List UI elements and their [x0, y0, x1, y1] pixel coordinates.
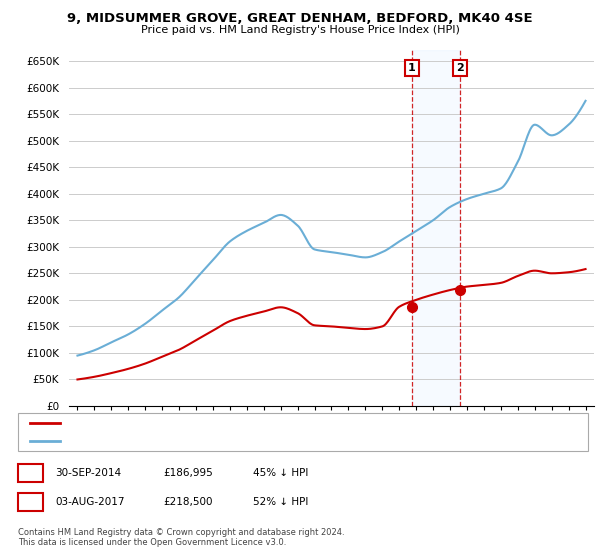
- Text: 9, MIDSUMMER GROVE, GREAT DENHAM, BEDFORD, MK40 4SE (detached house): 9, MIDSUMMER GROVE, GREAT DENHAM, BEDFOR…: [63, 419, 445, 428]
- Text: 2: 2: [456, 63, 464, 73]
- Text: 1: 1: [408, 63, 416, 73]
- Text: 45% ↓ HPI: 45% ↓ HPI: [253, 468, 308, 478]
- Text: 9, MIDSUMMER GROVE, GREAT DENHAM, BEDFORD, MK40 4SE: 9, MIDSUMMER GROVE, GREAT DENHAM, BEDFOR…: [67, 12, 533, 25]
- Text: 30-SEP-2014: 30-SEP-2014: [55, 468, 121, 478]
- Text: 2: 2: [27, 497, 34, 507]
- Text: £186,995: £186,995: [163, 468, 213, 478]
- Text: £218,500: £218,500: [163, 497, 213, 507]
- Text: 52% ↓ HPI: 52% ↓ HPI: [253, 497, 308, 507]
- Text: Contains HM Land Registry data © Crown copyright and database right 2024.
This d: Contains HM Land Registry data © Crown c…: [18, 528, 344, 547]
- Text: 03-AUG-2017: 03-AUG-2017: [55, 497, 125, 507]
- Text: Price paid vs. HM Land Registry's House Price Index (HPI): Price paid vs. HM Land Registry's House …: [140, 25, 460, 35]
- Text: HPI: Average price, detached house, Bedford: HPI: Average price, detached house, Bedf…: [63, 436, 276, 445]
- Text: 1: 1: [27, 468, 34, 478]
- Bar: [412, 50, 460, 406]
